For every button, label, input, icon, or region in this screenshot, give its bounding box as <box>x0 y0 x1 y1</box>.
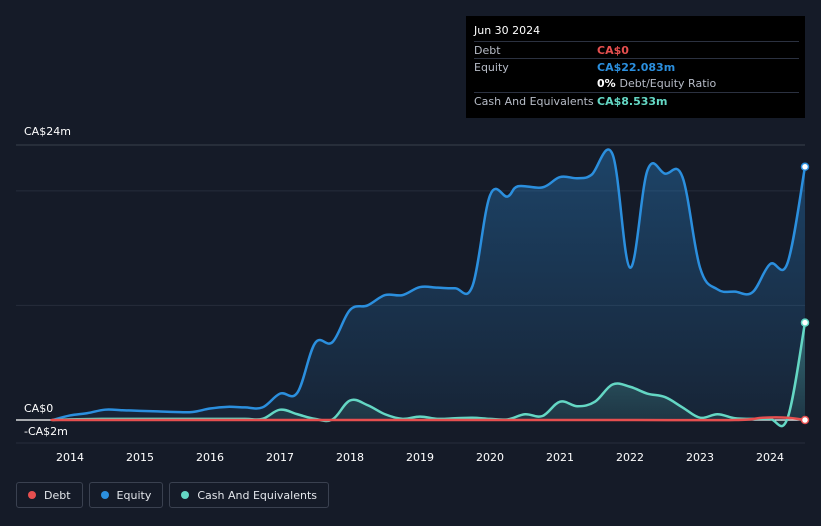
legend-label-debt: Debt <box>44 488 71 502</box>
equity-line <box>52 148 807 422</box>
tooltip-cash-value: CA$8.533m <box>597 95 668 108</box>
legend: Debt Equity Cash And Equivalents <box>16 482 329 510</box>
equity-end-marker <box>800 162 810 172</box>
cash-area <box>52 322 805 427</box>
legend-dot-debt <box>28 491 36 499</box>
x-tick-label: 2016 <box>196 451 224 464</box>
tooltip-panel: Jun 30 2024 Debt CA$0 Equity CA$22.083m … <box>466 16 805 118</box>
legend-item-equity[interactable]: Equity <box>88 482 164 508</box>
tooltip-row-debt: Debt CA$0 <box>474 41 799 59</box>
debt-end-marker <box>800 415 810 425</box>
tooltip-debt-label: Debt <box>474 44 501 57</box>
tooltip-ratio: 0% Debt/Equity Ratio <box>597 77 716 90</box>
x-tick-label: 2024 <box>756 451 784 464</box>
equity-area <box>52 149 805 420</box>
tooltip-row-equity: Equity CA$22.083m <box>474 58 799 76</box>
tooltip-cash-label: Cash And Equivalents <box>474 95 594 108</box>
x-tick-label: 2014 <box>56 451 84 464</box>
tooltip-ratio-value: 0% <box>597 77 616 90</box>
legend-dot-cash <box>181 491 190 499</box>
tooltip-ratio-label: Debt/Equity Ratio <box>619 77 717 90</box>
x-tick-label: 2022 <box>616 451 644 464</box>
legend-dot-equity <box>100 491 109 499</box>
x-tick-label: 2015 <box>126 451 154 464</box>
tooltip-row-ratio: 0% Debt/Equity Ratio <box>474 75 799 92</box>
tooltip-equity-label: Equity <box>474 61 509 74</box>
tooltip-equity-value: CA$22.083m <box>597 61 676 74</box>
x-tick-label: 2021 <box>546 451 574 464</box>
x-tick-label: 2023 <box>686 451 714 464</box>
tooltip-date: Jun 30 2024 <box>474 24 541 37</box>
debt-line <box>50 416 806 422</box>
legend-item-debt[interactable]: Debt <box>16 482 83 508</box>
y-label-bottom: -CA$2m <box>24 425 68 438</box>
x-tick-label: 2017 <box>266 451 294 464</box>
tooltip-debt-value: CA$0 <box>597 44 629 57</box>
tooltip-row-cash: Cash And Equivalents CA$8.533m <box>474 92 799 110</box>
legend-item-cash[interactable]: Cash And Equivalents <box>169 482 329 508</box>
legend-label-equity: Equity <box>116 488 152 502</box>
y-label-top: CA$24m <box>24 125 71 138</box>
x-tick-label: 2019 <box>406 451 434 464</box>
x-tick-label: 2018 <box>336 451 364 464</box>
cash-end-marker <box>800 318 810 327</box>
y-label-zero: CA$0 <box>24 402 53 415</box>
x-tick-label: 2020 <box>476 451 504 464</box>
legend-label-cash: Cash And Equivalents <box>197 488 317 502</box>
